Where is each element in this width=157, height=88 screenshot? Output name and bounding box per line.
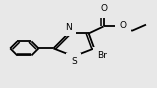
- Text: O: O: [119, 21, 126, 30]
- Text: S: S: [71, 57, 77, 66]
- Text: N: N: [65, 23, 72, 32]
- Text: O: O: [100, 4, 107, 13]
- Text: Br: Br: [97, 51, 107, 60]
